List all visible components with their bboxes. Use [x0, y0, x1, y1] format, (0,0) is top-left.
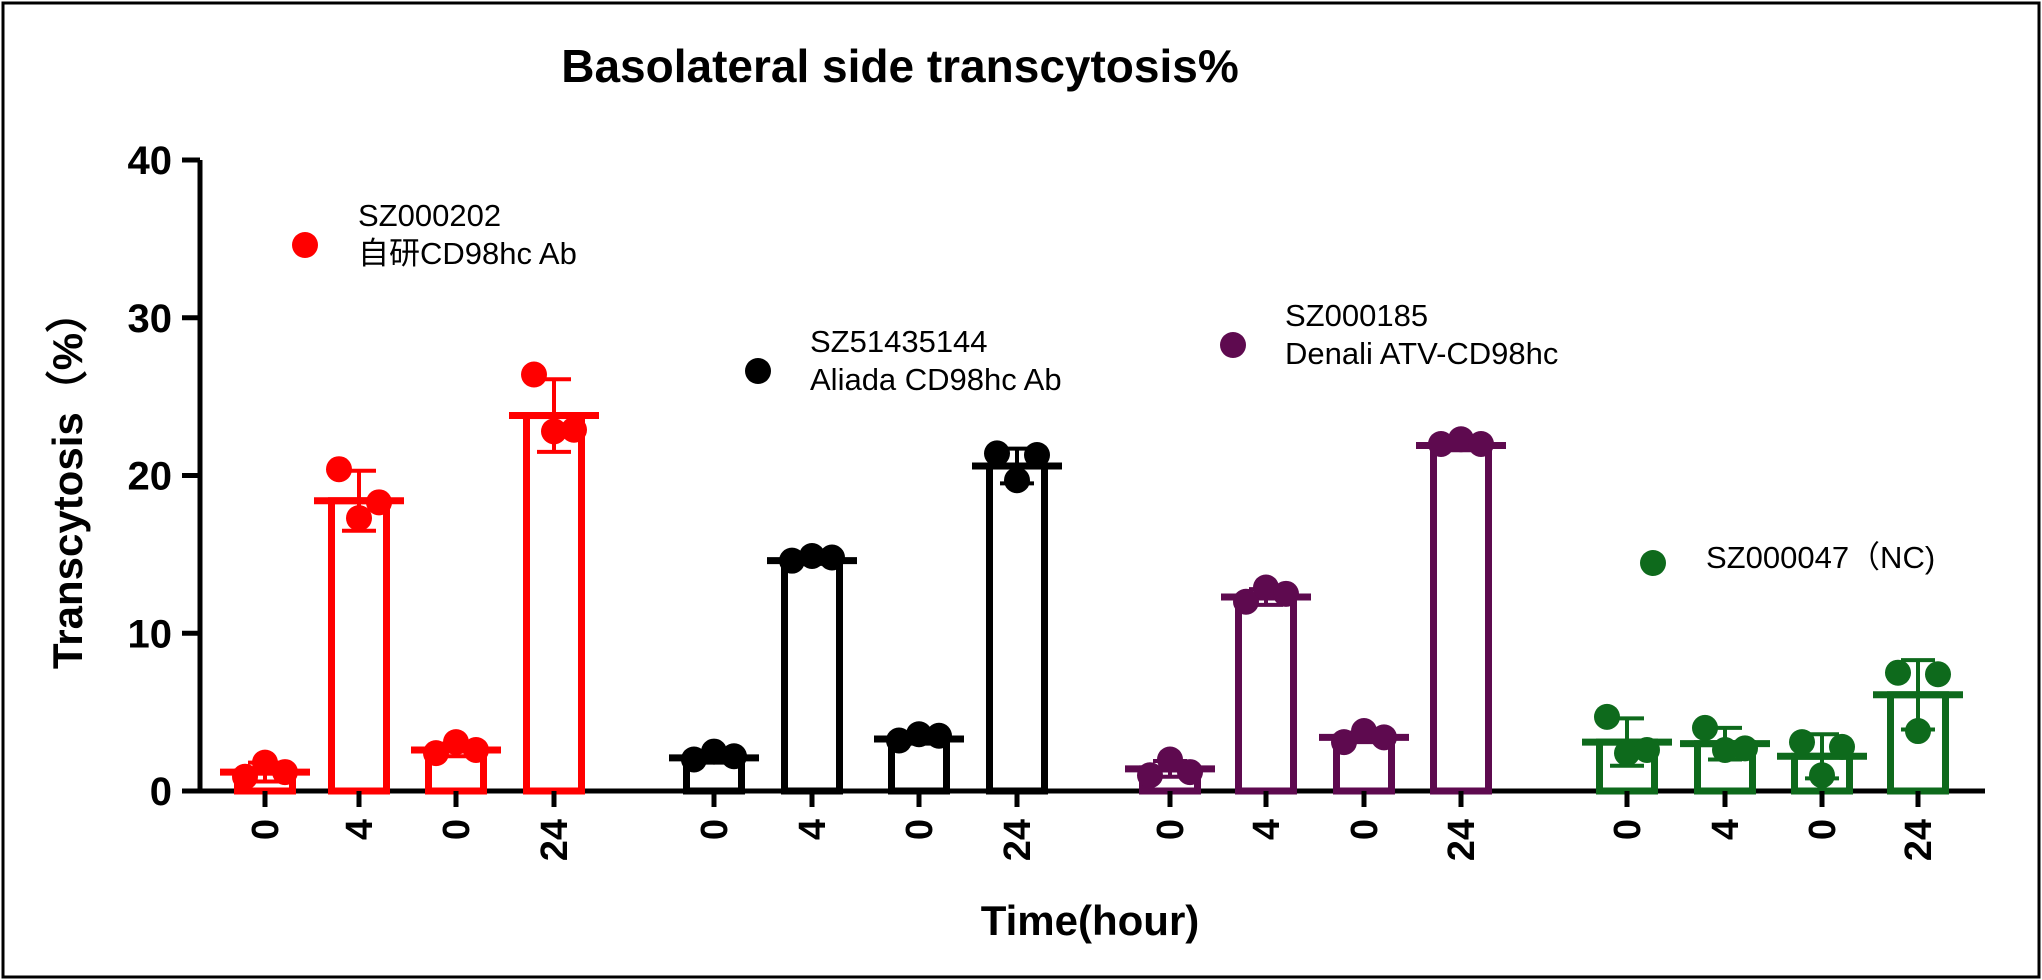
y-tick-label: 30	[128, 297, 173, 341]
x-tick-label: 4	[1246, 819, 1288, 840]
data-point	[906, 721, 932, 748]
x-tick-label: 0	[436, 819, 478, 840]
chart-title: Basolateral side transcytosis%	[561, 40, 1239, 92]
y-tick-label: 10	[128, 612, 173, 656]
data-point	[886, 727, 912, 754]
data-point	[232, 763, 258, 790]
x-tick-label: 24	[997, 819, 1039, 861]
legend-marker	[745, 358, 771, 384]
data-point	[252, 749, 278, 776]
data-point	[1789, 729, 1815, 756]
data-point	[1331, 729, 1357, 756]
data-point	[366, 489, 392, 516]
legend-label: SZ000202	[358, 198, 501, 233]
data-point	[1732, 735, 1758, 762]
x-tick-label: 4	[1705, 819, 1747, 840]
data-point	[463, 736, 489, 763]
data-point	[779, 547, 805, 574]
x-tick-label: 0	[1344, 819, 1386, 840]
legend-label: SZ000047（NC)	[1706, 540, 1935, 575]
data-point	[1829, 733, 1855, 760]
x-axis-title: Time(hour)	[981, 897, 1200, 944]
data-point	[1004, 467, 1030, 494]
data-point	[443, 729, 469, 756]
x-tick-label: 0	[899, 819, 941, 840]
data-point	[1177, 759, 1203, 786]
x-tick-label: 0	[694, 819, 736, 840]
data-point	[1809, 762, 1835, 789]
legend-marker	[1640, 550, 1666, 576]
data-point	[346, 505, 372, 532]
y-axis-title: Transcytosis（%）	[44, 291, 91, 669]
data-point	[681, 746, 707, 773]
data-point	[1594, 703, 1620, 730]
data-point	[799, 542, 825, 569]
x-tick-label: 4	[339, 819, 381, 840]
data-point	[272, 759, 298, 786]
data-point	[1428, 430, 1454, 457]
x-tick-label: 24	[534, 819, 576, 861]
legend-label: SZ51435144	[810, 324, 988, 359]
data-point	[721, 743, 747, 770]
data-point	[701, 738, 727, 765]
data-point	[1712, 736, 1738, 763]
x-tick-label: 0	[1150, 819, 1192, 840]
legend-marker	[292, 232, 318, 258]
data-point	[423, 740, 449, 767]
data-point	[1614, 740, 1640, 767]
data-point	[1905, 718, 1931, 745]
legend-label-line2: 自研CD98hc Ab	[358, 236, 577, 271]
x-tick-label: 4	[792, 819, 834, 840]
x-tick-label: 24	[1441, 819, 1483, 861]
legend-label: SZ000185	[1285, 298, 1428, 333]
data-point	[1371, 724, 1397, 751]
y-tick-label: 40	[128, 139, 173, 183]
data-point	[1233, 588, 1259, 615]
x-tick-label: 24	[1898, 819, 1940, 861]
data-point	[1925, 661, 1951, 688]
y-tick-label: 0	[150, 770, 172, 814]
legend-label-line2: Denali ATV-CD98hc	[1285, 336, 1558, 371]
y-tick-label: 20	[128, 455, 173, 499]
data-point	[1273, 580, 1299, 607]
data-point	[326, 456, 352, 483]
data-point	[1137, 762, 1163, 789]
data-point	[1157, 746, 1183, 773]
data-point	[1885, 659, 1911, 686]
data-point	[561, 416, 587, 443]
data-point	[541, 418, 567, 445]
x-tick-label: 0	[245, 819, 287, 840]
legend-marker	[1220, 332, 1246, 358]
data-point	[926, 722, 952, 749]
data-point	[1351, 718, 1377, 745]
data-point	[1024, 441, 1050, 468]
data-point	[521, 361, 547, 388]
data-point	[984, 440, 1010, 467]
data-point	[819, 544, 845, 571]
legend-label-line2: Aliada CD98hc Ab	[810, 362, 1062, 397]
data-point	[1253, 574, 1279, 601]
x-tick-label: 0	[1607, 819, 1649, 840]
x-tick-label: 0	[1802, 819, 1844, 840]
data-point	[1468, 430, 1494, 457]
data-point	[1448, 426, 1474, 453]
data-point	[1634, 736, 1660, 763]
data-point	[1692, 714, 1718, 741]
